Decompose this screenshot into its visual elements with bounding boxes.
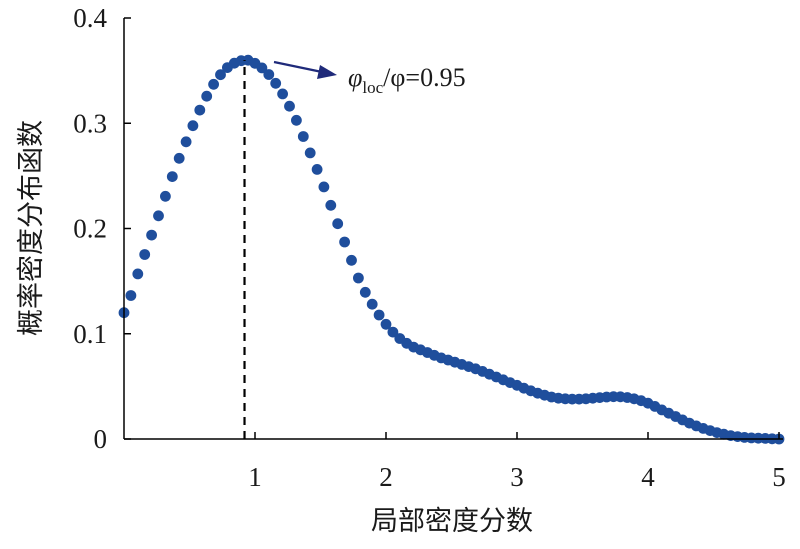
data-point [291,114,302,126]
data-point [366,298,378,310]
data-point [139,249,151,260]
data-point [160,190,171,202]
y-axis-title: 概率密度分布函数 [16,120,46,336]
annotation-subscript: loc [362,78,383,97]
data-point [284,100,295,112]
data-point [353,272,364,284]
data-point [297,131,309,142]
data-point [318,181,330,193]
data-point [277,88,288,100]
data-points [118,54,785,445]
data-point [304,147,316,159]
annotation-ratio-value: /φ=0.95 [383,63,465,92]
data-point [201,90,213,102]
tick-labels: 1 2 3 4 5 0 0.1 0.2 0.3 0.4 [73,3,786,492]
y-tick-label: 0 [94,424,108,454]
data-point [187,120,199,132]
data-point [339,236,350,248]
axes [123,17,783,440]
peak-annotation-label: φloc/φ=0.95 [348,63,466,97]
data-point [194,104,206,116]
x-tick-label: 1 [248,462,262,492]
data-point [146,229,158,241]
data-point [380,318,392,330]
x-axis-title: 局部密度分数 [371,506,533,536]
data-point [256,62,268,74]
data-point [346,254,357,266]
data-point [387,326,399,338]
data-point [325,199,337,211]
data-point [359,286,371,298]
data-point [180,136,192,148]
data-point [270,77,282,89]
annotation-arrow-line [273,60,323,74]
y-tick-label: 0.3 [73,108,107,138]
y-tick-label: 0.1 [73,319,107,349]
x-tick-label: 2 [379,462,393,492]
x-tick-label: 3 [510,462,524,492]
data-point [215,69,226,81]
annotation-phi-symbol: φ [348,63,362,92]
x-tick-label: 5 [772,462,786,492]
data-point [311,164,323,175]
data-point [373,309,385,321]
data-point [263,69,275,80]
data-point [125,290,137,301]
data-point [132,268,144,280]
y-tick-label: 0.4 [73,3,107,33]
data-point [173,152,185,164]
data-point [166,171,178,183]
peak-annotation: φloc/φ=0.95 [243,60,466,439]
data-point [153,210,164,222]
data-point [208,78,220,90]
x-tick-label: 4 [641,462,655,492]
y-tick-label: 0.2 [73,214,107,244]
annotation-arrowhead [317,65,337,79]
data-point [332,218,344,230]
